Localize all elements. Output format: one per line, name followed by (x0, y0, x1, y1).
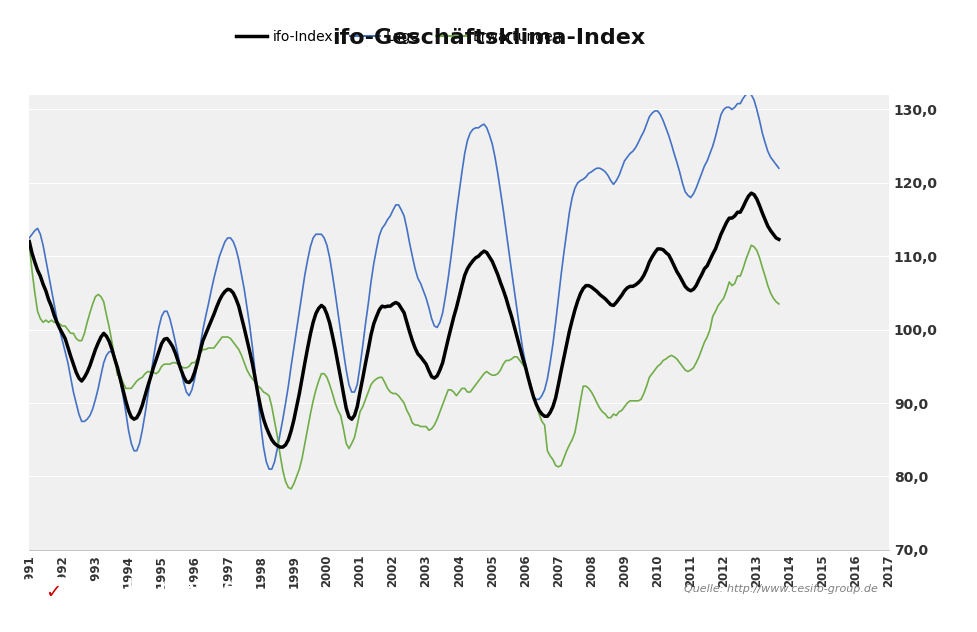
Text: Quelle: http://www.cesifo-group.de: Quelle: http://www.cesifo-group.de (684, 584, 877, 594)
Text: ✓: ✓ (46, 583, 62, 602)
Text: stockstreet.de: stockstreet.de (83, 578, 236, 597)
Circle shape (0, 578, 107, 607)
Text: ifo-Geschäftsklima-Index: ifo-Geschäftsklima-Index (332, 28, 645, 49)
Legend: ifo-Index, Lage, Erwartungen: ifo-Index, Lage, Erwartungen (231, 25, 568, 49)
Text: unabhängig • strategisch • treffsicher: unabhängig • strategisch • treffsicher (83, 608, 256, 617)
